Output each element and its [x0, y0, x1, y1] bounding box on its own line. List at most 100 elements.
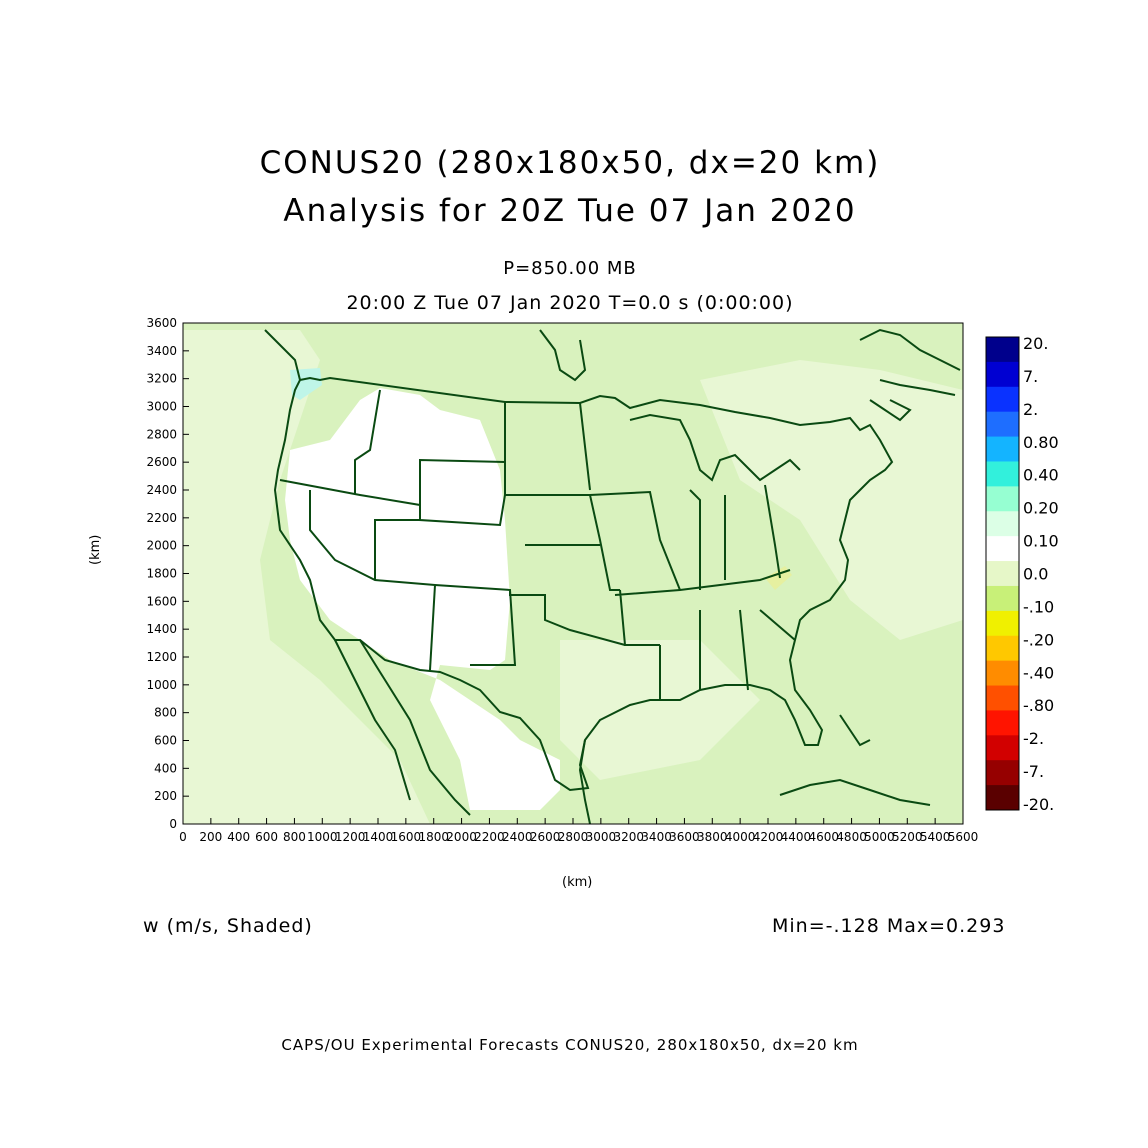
baja-peninsula — [334, 639, 411, 801]
x-tick-label: 4600 — [808, 830, 839, 844]
colorbar-label: 0.20 — [1023, 499, 1059, 518]
colorbar: 20. 7. 2. 0.80 0.40 0.20 0.10 0.0 -.10 -.20 -.40 -.… — [985, 334, 1059, 814]
x-tick-label: 0 — [179, 830, 187, 844]
boundaries — [264, 328, 961, 824]
pressure-level: P=850.00 MB — [503, 258, 637, 279]
x-tick-label: 2200 — [474, 830, 505, 844]
colorbar-swatch — [986, 461, 1019, 487]
mexico-gulf-coast — [578, 739, 591, 824]
colorbar-swatch — [986, 585, 1019, 612]
cuba — [779, 778, 931, 806]
x-tick-label: 3400 — [641, 830, 672, 844]
shade-region-east — [700, 360, 963, 640]
x-tick-label: 1000 — [307, 830, 338, 844]
colorbar-swatch — [986, 785, 1019, 811]
y-tick-label: 2000 — [146, 539, 177, 553]
x-tick-label: 5000 — [864, 830, 895, 844]
footer-credit: CAPS/OU Experimental Forecasts CONUS20, … — [281, 1036, 859, 1054]
colorbar-label: -7. — [1023, 762, 1044, 781]
x-tick-label: 1400 — [363, 830, 394, 844]
canada-east — [859, 328, 961, 371]
colorbar-swatch — [986, 610, 1019, 637]
y-tick-label: 1600 — [146, 594, 177, 608]
maritimes — [869, 399, 912, 422]
x-tick-label: 200 — [199, 830, 222, 844]
colorbar-label: -.20 — [1023, 630, 1054, 649]
x-axis: 0 200 400 600 800 100012001400160018002000220… — [179, 818, 978, 844]
y-tick-label: 3200 — [146, 372, 177, 386]
colorbar-swatch — [986, 735, 1019, 761]
map-title: CONUS20 (280x180x50, dx=20 km) — [259, 145, 881, 181]
colorbar-frame — [985, 336, 1020, 811]
y-axis-label: (km) — [88, 534, 103, 565]
map-subtitle: Analysis for 20Z Tue 07 Jan 2020 — [283, 193, 857, 229]
y-tick-label: 2400 — [146, 483, 177, 497]
x-tick-label: 3200 — [613, 830, 644, 844]
colorbar-label: -2. — [1023, 729, 1044, 748]
y-tick-label: 3600 — [146, 316, 177, 330]
colorbar-label: -.80 — [1023, 696, 1054, 715]
colorbar-swatch — [986, 486, 1019, 512]
mexico-west-coast — [359, 639, 471, 816]
canada-coast-west — [264, 329, 301, 381]
state-lines — [279, 389, 796, 700]
x-tick-label: 2600 — [530, 830, 561, 844]
y-tick-label: 200 — [154, 789, 177, 803]
y-tick-label: 2200 — [146, 511, 177, 525]
y-tick-label: 2800 — [146, 427, 177, 441]
x-tick-label: 4400 — [781, 830, 812, 844]
y-tick-label: 1000 — [146, 678, 177, 692]
colorbar-swatch — [986, 760, 1019, 786]
shade-region-south — [560, 640, 760, 780]
y-tick-label: 0 — [169, 817, 177, 831]
colorbar-label: 0.10 — [1023, 532, 1059, 551]
y-tick-label: 2600 — [146, 455, 177, 469]
colorbar-label: 20. — [1023, 334, 1048, 353]
x-tick-label: 5400 — [920, 830, 951, 844]
x-tick-label: 3000 — [586, 830, 617, 844]
colorbar-swatch — [986, 436, 1019, 462]
us-outline — [273, 376, 894, 792]
x-tick-label: 2000 — [446, 830, 477, 844]
y-tick-label: 800 — [154, 706, 177, 720]
x-tick-label: 4800 — [836, 830, 867, 844]
colorbar-swatch — [986, 685, 1019, 711]
x-tick-label: 1200 — [335, 830, 366, 844]
x-tick-label: 4200 — [753, 830, 784, 844]
colorbar-label: 0.40 — [1023, 466, 1059, 485]
y-tick-label: 3000 — [146, 400, 177, 414]
x-tick-label: 5600 — [948, 830, 979, 844]
colorbar-label: 0.80 — [1023, 433, 1059, 452]
y-tick-label: 400 — [154, 761, 177, 775]
y-tick-label: 600 — [154, 734, 177, 748]
min-max-readout: Min=-.128 Max=0.293 — [772, 915, 1006, 937]
valid-time: 20:00 Z Tue 07 Jan 2020 T=0.0 s (0:00:00… — [346, 292, 794, 314]
shade-region-west — [183, 330, 430, 824]
x-tick-label: 5200 — [892, 830, 923, 844]
colorbar-swatch — [986, 635, 1019, 662]
y-tick-label: 1800 — [146, 567, 177, 581]
x-tick-label: 4000 — [725, 830, 756, 844]
field-label: w (m/s, Shaded) — [143, 915, 313, 937]
colorbar-label: -.40 — [1023, 663, 1054, 682]
x-tick-label: 2800 — [558, 830, 589, 844]
x-tick-label: 800 — [283, 830, 306, 844]
colorbar-swatch — [986, 710, 1019, 736]
x-tick-label: 400 — [227, 830, 250, 844]
colorbar-swatch — [986, 561, 1019, 587]
colorbar-label: -20. — [1023, 795, 1054, 814]
nova-scotia — [879, 379, 956, 396]
colorbar-swatch — [986, 411, 1019, 438]
colorbar-label: -.10 — [1023, 597, 1054, 616]
colorbar-swatch — [986, 361, 1019, 388]
x-tick-label: 1800 — [418, 830, 449, 844]
colorbar-swatch — [986, 386, 1019, 413]
x-tick-label: 3800 — [697, 830, 728, 844]
colorbar-label: 0.0 — [1023, 565, 1048, 584]
colorbar-label: 7. — [1023, 367, 1038, 386]
bahamas — [839, 714, 871, 747]
x-tick-label: 2400 — [502, 830, 533, 844]
colorbar-swatch — [986, 337, 1019, 363]
x-tick-label: 600 — [255, 830, 278, 844]
